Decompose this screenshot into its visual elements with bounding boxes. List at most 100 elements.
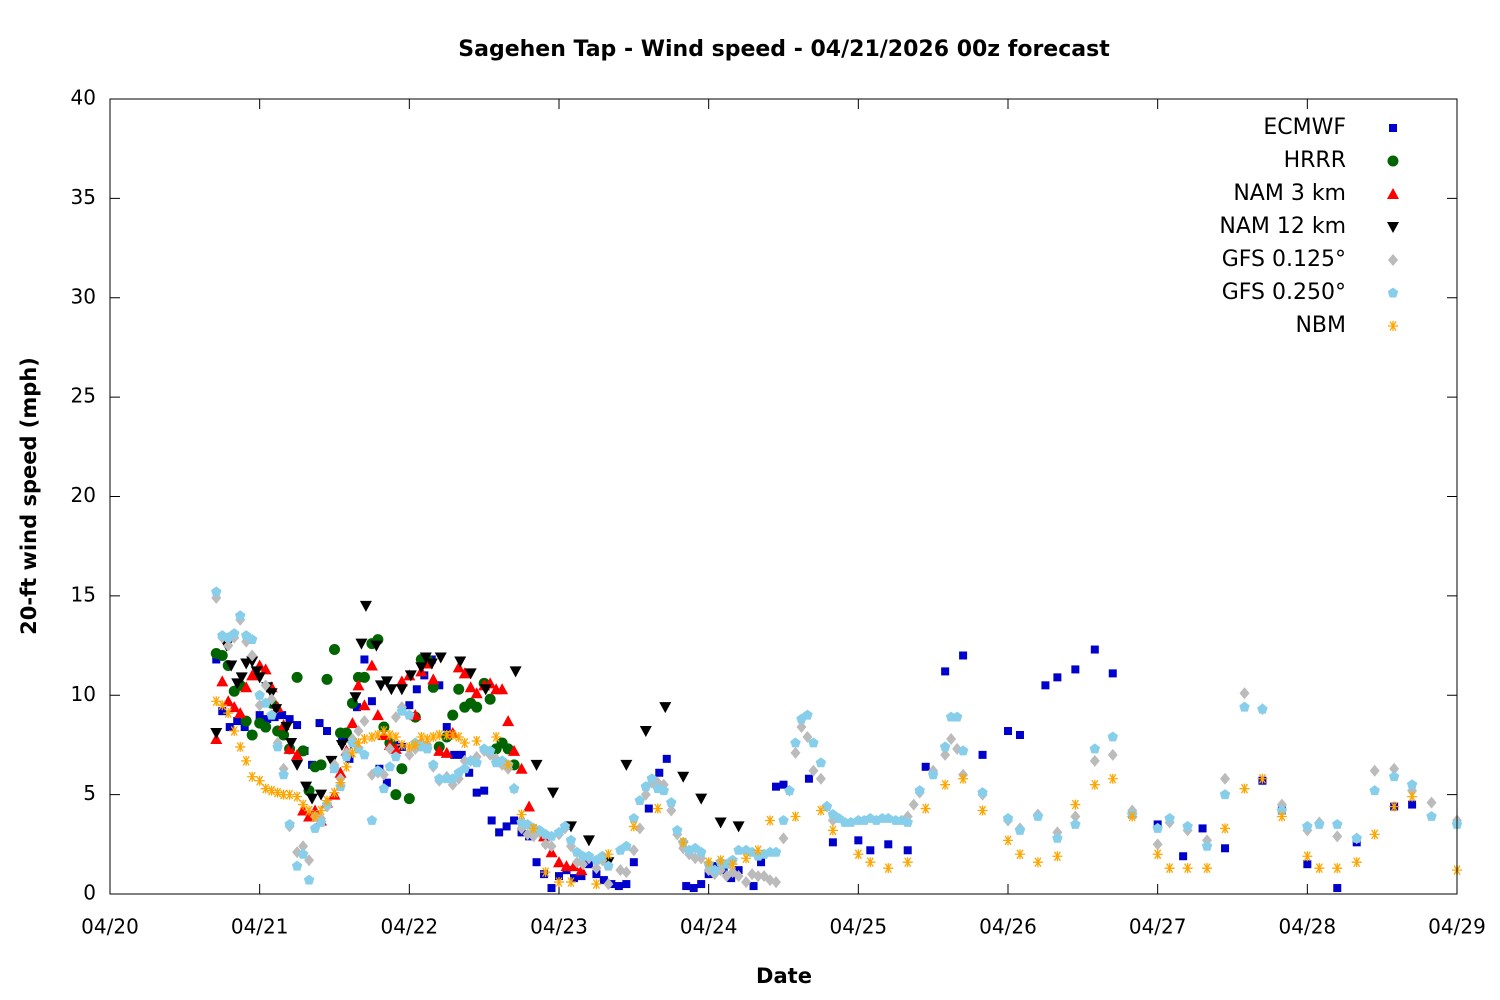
point	[315, 816, 327, 827]
point	[250, 666, 263, 678]
point	[1182, 863, 1193, 874]
point	[828, 838, 837, 847]
point	[815, 757, 827, 768]
point	[410, 739, 421, 750]
point	[958, 773, 969, 784]
point	[1089, 779, 1100, 790]
point	[347, 737, 358, 748]
point	[927, 769, 939, 780]
point	[441, 730, 452, 740]
point	[241, 755, 252, 766]
point	[510, 816, 519, 825]
point	[1389, 762, 1400, 775]
point	[628, 821, 639, 832]
x-tick-label: 04/21	[231, 915, 289, 939]
y-tick-label: 15	[71, 582, 96, 606]
point	[329, 787, 340, 798]
point	[884, 840, 893, 849]
point	[453, 731, 464, 742]
point	[528, 823, 539, 834]
point	[941, 667, 950, 676]
point	[472, 788, 481, 797]
point	[509, 666, 522, 678]
point	[384, 730, 395, 740]
point	[678, 837, 689, 848]
point	[340, 727, 352, 739]
point	[390, 751, 402, 762]
point	[1015, 731, 1024, 739]
point	[709, 864, 720, 875]
point	[322, 795, 333, 806]
point	[222, 695, 235, 707]
point	[808, 764, 819, 777]
point	[404, 741, 415, 752]
point	[655, 768, 664, 777]
point	[796, 721, 807, 734]
point	[559, 820, 571, 831]
point	[546, 840, 557, 853]
point	[447, 709, 459, 721]
point	[479, 684, 492, 696]
points	[210, 586, 1463, 893]
point	[341, 761, 352, 772]
point	[465, 768, 474, 777]
point	[865, 857, 876, 868]
point	[640, 781, 652, 792]
point	[210, 728, 223, 740]
point	[427, 681, 439, 693]
point	[370, 640, 383, 652]
plot-frame	[109, 98, 1458, 895]
point	[447, 730, 458, 740]
point	[1164, 812, 1175, 823]
point	[1108, 669, 1117, 678]
point	[260, 679, 271, 692]
point	[1426, 810, 1437, 821]
y-tick-label: 35	[71, 185, 96, 209]
point	[658, 785, 669, 796]
point	[233, 717, 242, 726]
point	[523, 800, 536, 812]
point	[547, 884, 556, 893]
point	[353, 737, 364, 748]
point	[628, 844, 639, 857]
point	[253, 672, 266, 684]
point	[457, 750, 466, 759]
point	[621, 866, 632, 879]
point	[347, 747, 358, 758]
point	[428, 731, 439, 742]
point	[310, 811, 321, 822]
point	[790, 811, 801, 822]
point	[790, 746, 801, 759]
point	[1041, 681, 1050, 690]
point	[442, 723, 451, 732]
x-tick-label: 04/28	[1279, 915, 1337, 939]
point	[644, 804, 653, 813]
point	[484, 745, 496, 756]
point	[315, 719, 324, 728]
point	[977, 787, 988, 798]
point	[484, 693, 496, 705]
point	[591, 862, 602, 875]
point	[1090, 645, 1099, 654]
point	[802, 709, 813, 720]
point	[334, 766, 347, 778]
point	[1107, 731, 1118, 742]
point	[554, 877, 564, 888]
point	[358, 699, 371, 711]
point	[502, 715, 515, 727]
point	[772, 782, 781, 791]
point	[575, 864, 588, 876]
point	[1002, 812, 1014, 823]
point	[255, 711, 264, 720]
point	[821, 801, 833, 811]
point	[1032, 857, 1043, 868]
point	[335, 739, 348, 751]
point	[508, 744, 521, 756]
point	[396, 705, 408, 716]
y-tick-label: 0	[83, 881, 96, 905]
point	[260, 721, 272, 733]
point	[940, 748, 951, 761]
point	[1070, 810, 1081, 823]
point	[1107, 773, 1118, 784]
